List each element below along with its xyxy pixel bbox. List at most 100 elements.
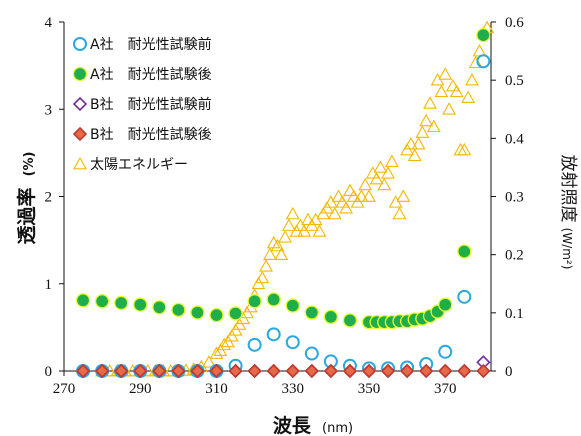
x-tick-label: 310 bbox=[205, 381, 228, 397]
y2-tick-label: 0.3 bbox=[505, 190, 524, 206]
data-point bbox=[415, 125, 430, 138]
data-point bbox=[361, 363, 377, 379]
data-point bbox=[384, 154, 399, 167]
y-tick-label: 4 bbox=[45, 15, 53, 31]
data-point bbox=[438, 67, 453, 80]
x-tick-label: 350 bbox=[358, 381, 381, 397]
legend-marker bbox=[72, 126, 88, 142]
data-point bbox=[217, 337, 232, 351]
legend-marker bbox=[73, 156, 87, 170]
x-tick-label: 290 bbox=[129, 381, 152, 397]
data-point bbox=[426, 119, 441, 133]
data-point bbox=[323, 363, 339, 379]
data-point bbox=[75, 363, 91, 379]
data-point bbox=[362, 189, 376, 202]
data-point bbox=[404, 137, 418, 150]
data-point bbox=[278, 230, 293, 243]
data-point bbox=[438, 363, 453, 379]
legend-marker bbox=[73, 37, 87, 51]
y-axis-unit: (%) bbox=[22, 151, 37, 176]
data-point bbox=[304, 346, 319, 361]
data-point bbox=[457, 244, 472, 259]
data-point bbox=[342, 363, 358, 379]
legend-item: A社 耐光性試験後 bbox=[72, 66, 212, 83]
y2-axis-title: 放射照度 (W/m²) bbox=[558, 155, 578, 270]
data-point bbox=[266, 292, 281, 307]
legend-item: B社 耐光性試験前 bbox=[72, 96, 212, 113]
data-point bbox=[190, 305, 205, 320]
legend-item: A社 耐光性試験前 bbox=[73, 36, 212, 53]
data-point bbox=[339, 201, 354, 214]
data-point bbox=[266, 363, 281, 379]
data-point bbox=[445, 78, 460, 92]
data-point bbox=[282, 218, 296, 231]
data-point bbox=[94, 294, 110, 309]
data-point bbox=[423, 96, 437, 109]
data-point bbox=[133, 363, 148, 379]
y2-tick-label: 0.2 bbox=[505, 248, 524, 264]
x-tick-label: 370 bbox=[434, 381, 457, 397]
data-point bbox=[476, 54, 491, 69]
data-point bbox=[285, 335, 300, 350]
data-point bbox=[247, 294, 262, 309]
data-point bbox=[343, 183, 357, 197]
data-point bbox=[255, 270, 270, 284]
data-point bbox=[114, 363, 129, 379]
legend-item: 太陽エネルギー bbox=[73, 156, 188, 173]
data-point bbox=[323, 309, 339, 325]
data-series bbox=[75, 20, 495, 379]
data-point bbox=[312, 224, 327, 237]
data-point bbox=[396, 189, 411, 202]
data-point bbox=[419, 113, 434, 127]
data-point bbox=[411, 137, 426, 150]
y2-tick-label: 0 bbox=[505, 364, 513, 380]
data-point bbox=[75, 293, 91, 308]
data-point bbox=[449, 84, 464, 98]
data-point bbox=[419, 363, 434, 379]
data-point bbox=[171, 302, 186, 318]
data-point bbox=[346, 189, 361, 202]
y2-tick-label: 0.5 bbox=[505, 73, 524, 89]
data-point bbox=[438, 344, 453, 359]
data-point bbox=[342, 313, 358, 328]
y-tick-label: 3 bbox=[45, 102, 53, 118]
x-axis-title: 波長 (nm) bbox=[273, 414, 353, 436]
data-point bbox=[285, 298, 300, 313]
data-point bbox=[259, 259, 273, 272]
data-point bbox=[381, 166, 395, 179]
data-point bbox=[152, 300, 167, 315]
data-point bbox=[270, 238, 285, 252]
legend-marker bbox=[72, 96, 88, 112]
data-point bbox=[399, 363, 415, 379]
data-point bbox=[461, 90, 476, 103]
y-axis-title: 透過率 (%) bbox=[15, 151, 38, 244]
data-point bbox=[407, 148, 422, 162]
y-tick-label: 0 bbox=[45, 364, 53, 380]
x-axis-unit: (nm) bbox=[322, 421, 353, 436]
data-point bbox=[209, 346, 224, 359]
data-point bbox=[476, 27, 491, 43]
data-point bbox=[301, 212, 315, 226]
data-point bbox=[358, 177, 373, 191]
data-point bbox=[285, 206, 300, 220]
data-point bbox=[304, 305, 319, 320]
data-point bbox=[331, 189, 346, 202]
data-point bbox=[133, 297, 148, 312]
y2-tick-label: 0.4 bbox=[505, 131, 524, 147]
data-point bbox=[438, 297, 453, 312]
y-tick-label: 1 bbox=[45, 277, 53, 293]
legend-label: A社 耐光性試験後 bbox=[90, 67, 212, 83]
data-point bbox=[266, 327, 281, 342]
data-point bbox=[335, 195, 350, 208]
data-point bbox=[285, 363, 300, 379]
data-point bbox=[228, 363, 243, 379]
y2-tick-label: 0.1 bbox=[505, 306, 524, 322]
x-tick-label: 330 bbox=[282, 381, 305, 397]
data-point bbox=[468, 55, 483, 69]
data-point bbox=[209, 308, 224, 323]
data-point bbox=[201, 355, 216, 368]
tick-labels: 270 290 310 330 350 370 0 1 2 3 4 0 0.1 0.2 0.3 0.4 0.5 0… bbox=[45, 15, 525, 397]
data-point bbox=[476, 363, 491, 379]
data-point bbox=[457, 142, 472, 156]
